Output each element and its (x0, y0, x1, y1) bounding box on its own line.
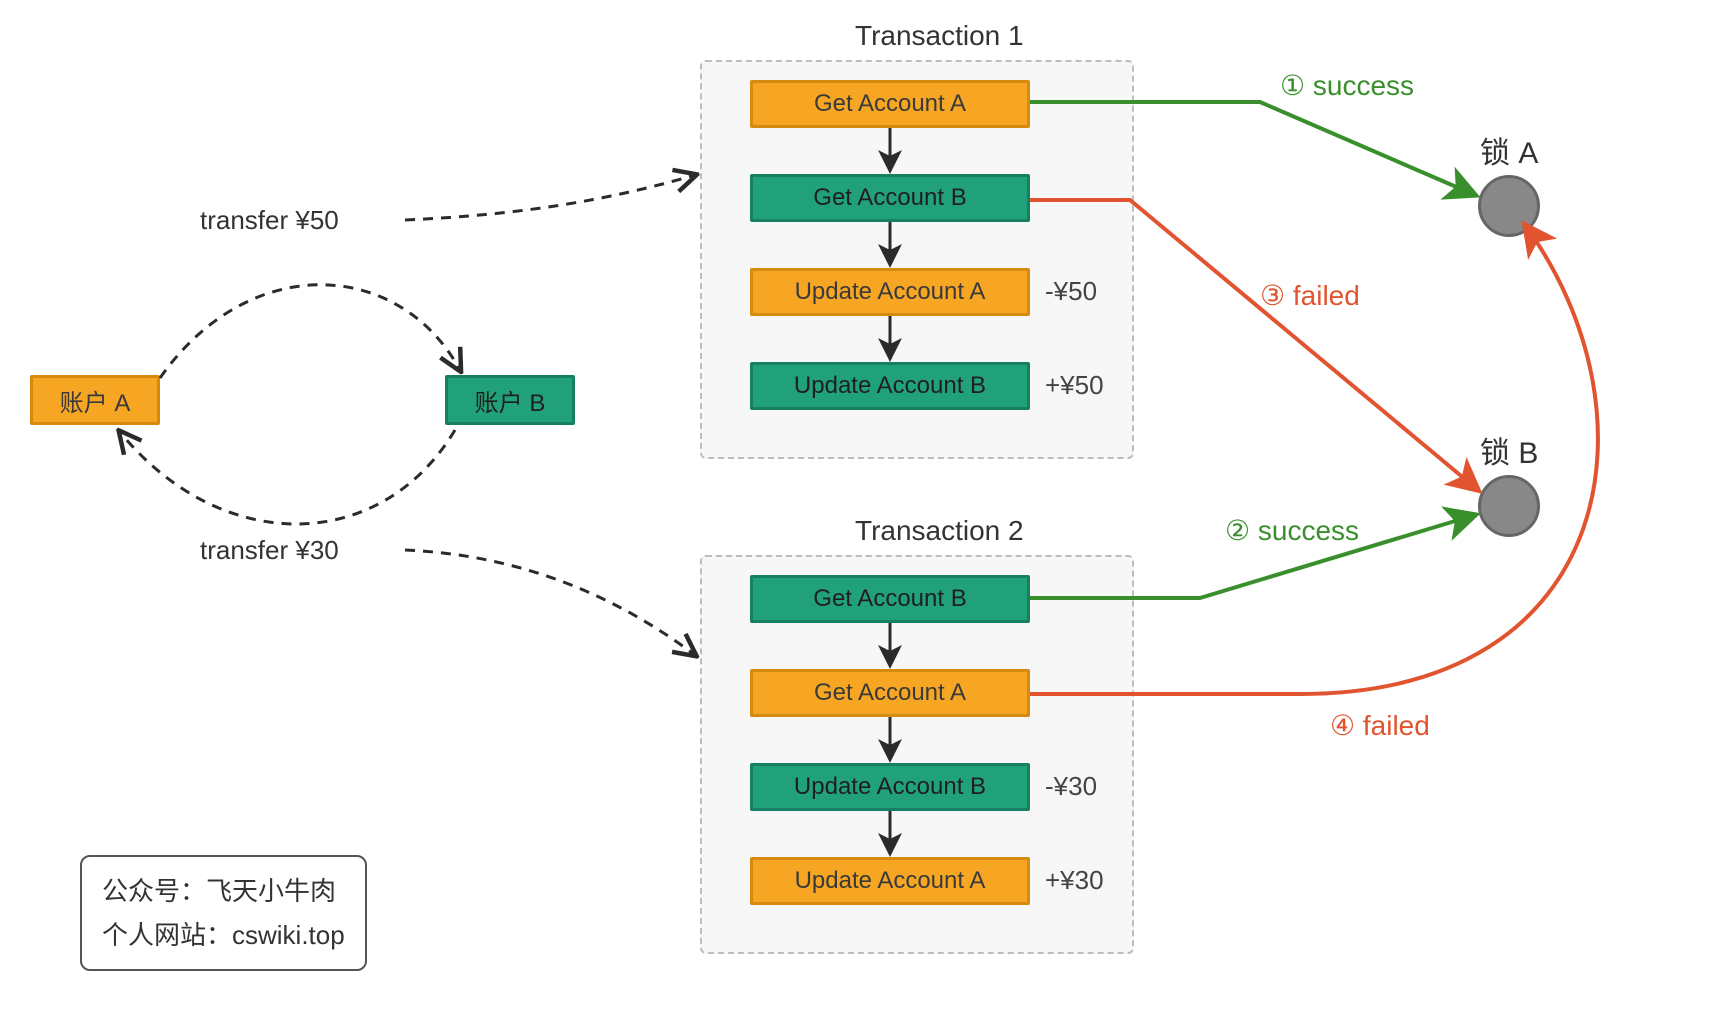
tx2-step-2-side: -¥30 (1045, 771, 1097, 802)
tx1-step-1-label: Get Account B (813, 184, 966, 212)
tx1-step-0-label: Get Account A (814, 90, 966, 118)
lock-a-label: 锁 A (1480, 128, 1538, 172)
tx2-step-2-label: Update Account B (794, 773, 986, 801)
credit-box: 公众号：飞天小牛肉 个人网站：cswiki.top (80, 855, 367, 971)
status-1-label: ① success (1280, 70, 1414, 101)
lock-b-circle (1478, 475, 1540, 537)
tx2-step-0-box: Get Account B (750, 575, 1030, 623)
account-a-box: 账户 A (30, 375, 160, 425)
credit-line1: 公众号：飞天小牛肉 (102, 869, 345, 913)
tx1-step-0-box: Get Account A (750, 80, 1030, 128)
lock-a-circle (1478, 175, 1540, 237)
transfer-30-arrow (120, 430, 455, 524)
lock-b-label: 锁 B (1480, 428, 1538, 472)
tx2-step-3-label: Update Account A (795, 867, 986, 895)
account-b-box: 账户 B (445, 375, 575, 425)
tx2-step-3-box: Update Account A (750, 857, 1030, 905)
tx1-step-3-box: Update Account B (750, 362, 1030, 410)
tx2-title: Transaction 2 (855, 515, 1024, 547)
tx1-step-1-box: Get Account B (750, 174, 1030, 222)
credit-line2: 个人网站：cswiki.top (102, 913, 345, 957)
tx1-step-3-side: +¥50 (1045, 370, 1104, 401)
transfer-50-label: transfer ¥50 (200, 205, 339, 236)
transfer-30-label: transfer ¥30 (200, 535, 339, 566)
tx2-step-2-box: Update Account B (750, 763, 1030, 811)
account-a-label: 账户 A (60, 383, 131, 418)
tx1-step-2-side: -¥50 (1045, 276, 1097, 307)
tx2-step-1-box: Get Account A (750, 669, 1030, 717)
tx1-step-2-box: Update Account A (750, 268, 1030, 316)
tx2-step-1-label: Get Account A (814, 679, 966, 707)
tx1-step-3-label: Update Account B (794, 372, 986, 400)
status-4-label: ④ failed (1330, 710, 1430, 741)
tx1-title: Transaction 1 (855, 20, 1024, 52)
transfer-50-arrow (160, 285, 460, 378)
to-tx1-arrow (405, 175, 695, 220)
status-3-label: ③ failed (1260, 280, 1360, 311)
tx2-step-3-side: +¥30 (1045, 865, 1104, 896)
account-b-label: 账户 B (475, 383, 546, 418)
to-tx2-arrow (405, 550, 695, 655)
tx2-step-0-label: Get Account B (813, 585, 966, 613)
status-2-label: ② success (1225, 515, 1359, 546)
tx1-step-2-label: Update Account A (795, 278, 986, 306)
